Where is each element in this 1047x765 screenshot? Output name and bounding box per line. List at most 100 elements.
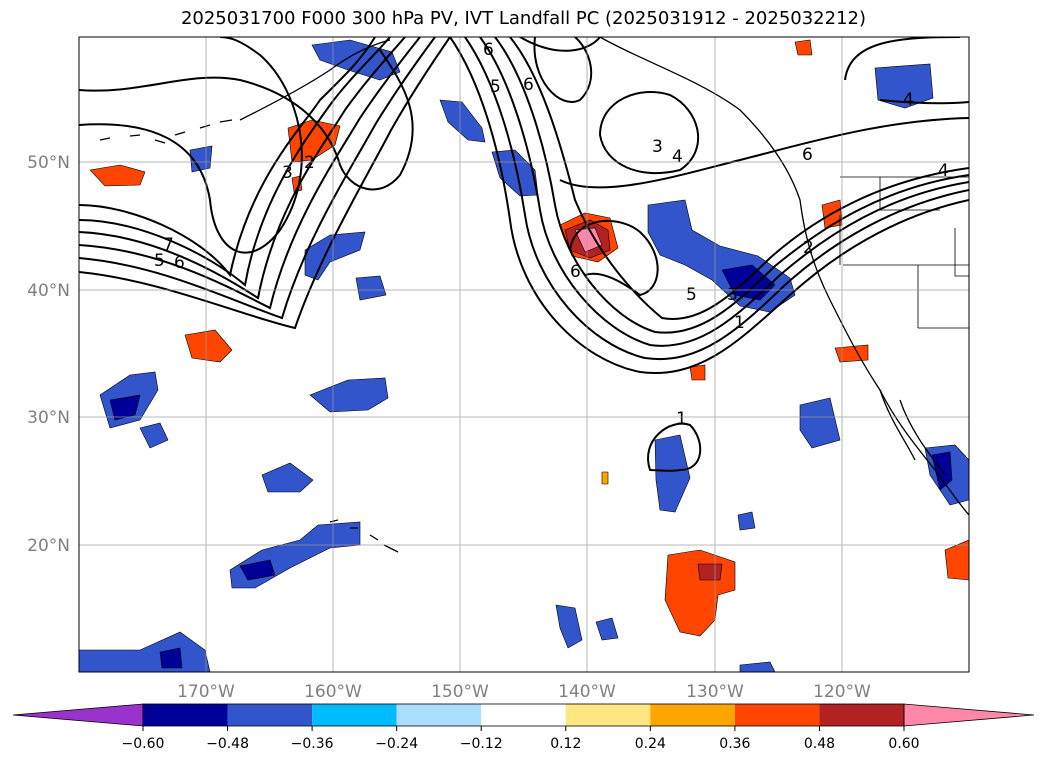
pv-contour-line	[79, 37, 391, 287]
contour-label: 7	[163, 235, 174, 255]
pos-anomaly-region	[794, 39, 813, 56]
neg-anomaly-region	[737, 511, 756, 531]
contour-label: 4	[672, 147, 683, 167]
coastlines	[99, 37, 969, 553]
neg-anomaly-region	[159, 647, 183, 669]
pos-anomaly-region	[944, 539, 969, 581]
colorbar-tick-label: −0.24	[375, 736, 418, 752]
colorbar-segments	[12, 703, 1035, 727]
contour-label: 4	[938, 161, 949, 181]
lat-label: 30°N	[27, 408, 70, 428]
contour-label: 6	[802, 145, 813, 165]
neg-anomaly-region	[799, 397, 841, 449]
lon-label: 170°W	[177, 682, 235, 702]
lon-label: 120°W	[813, 682, 871, 702]
latitude-labels: 50°N 40°N 30°N 20°N	[27, 153, 70, 556]
hawaii-islands	[329, 519, 399, 553]
north-america-coastline	[599, 37, 969, 516]
colorbar-segment	[396, 704, 482, 726]
pv-contour-line	[879, 99, 969, 105]
neg-anomaly-region	[355, 275, 387, 301]
colorbar-tick-label: −0.12	[460, 736, 503, 752]
pos-anomaly-region	[89, 164, 146, 187]
neg-anomaly-region	[139, 422, 169, 449]
colorbar-tick-label: 0.36	[719, 736, 750, 752]
pv-contour-line	[79, 37, 436, 320]
colorbar-tick-label: −0.60	[122, 736, 165, 752]
contour-labels: 6 5 6 3 4 6 4 4 7 6 5 3 2 6 5 3 1 2 1	[154, 40, 949, 429]
longitude-labels: 170°W 160°W 150°W 140°W 130°W 120°W	[177, 682, 871, 702]
contour-label: 3	[652, 137, 663, 157]
lat-label: 20°N	[27, 536, 70, 556]
contour-label: 6	[174, 253, 185, 273]
contour-label: 1	[734, 313, 745, 333]
pv-contour-line	[519, 37, 601, 52]
pv-contour-line	[79, 37, 406, 300]
pv-contour-line	[449, 37, 969, 374]
colorbar-tick-label: 0.48	[804, 736, 835, 752]
pv-contour-line	[559, 117, 969, 189]
colorbar-segment	[734, 704, 820, 726]
colorbar-ticks: −0.60 −0.48 −0.36 −0.24 −0.12 0.12 0.24 0.36 0.4…	[122, 726, 920, 752]
colorbar-segment	[819, 704, 904, 726]
pv-contour-line	[479, 37, 969, 347]
pv-anomaly-fills	[79, 39, 969, 672]
map-title: 2025031700 F000 300 hPa PV, IVT Landfall…	[180, 8, 867, 29]
contour-label: 1	[676, 409, 687, 429]
pv-contour-line	[79, 37, 376, 278]
aleutian-islands	[99, 119, 233, 144]
lat-label: 40°N	[27, 281, 70, 301]
colorbar-extend-max	[903, 703, 1035, 727]
colorbar-segment	[565, 704, 651, 726]
neg-anomaly-region	[555, 604, 583, 649]
colorbar-segment	[481, 704, 566, 726]
alaska-coastline	[239, 39, 391, 121]
contour-label: 6	[523, 75, 534, 95]
colorbar-border	[142, 703, 905, 727]
pv-contour-line	[569, 220, 659, 297]
neg-anomaly-region	[739, 661, 776, 672]
contour-label: 3	[282, 163, 293, 183]
colorbar-tick-label: 0.12	[550, 736, 581, 752]
neg-anomaly-region	[595, 617, 619, 641]
neg-anomaly-region	[439, 99, 486, 143]
map-border	[78, 36, 970, 673]
colorbar-segment	[227, 704, 313, 726]
colorbar-segment	[650, 704, 735, 726]
lon-label: 150°W	[431, 682, 489, 702]
neg-anomaly-region	[239, 559, 276, 581]
contour-label: 5	[686, 285, 697, 305]
pos-anomaly-region	[697, 563, 723, 581]
pv-contour-line	[509, 37, 969, 320]
pv-contour-line	[79, 37, 421, 310]
lon-label: 140°W	[558, 682, 616, 702]
colorbar-extend-min	[12, 703, 144, 727]
colorbar-segment	[312, 704, 397, 726]
neg-anomaly-region	[309, 377, 389, 413]
colorbar-segment	[143, 704, 228, 726]
map-panel: 6 5 6 3 4 6 4 4 7 6 5 3 2 6 5 3 1 2 1	[79, 37, 969, 672]
pos-anomaly-region	[689, 364, 706, 381]
contour-label: 5	[154, 251, 165, 271]
lon-label: 160°W	[304, 682, 362, 702]
pv-contour-line	[598, 90, 699, 175]
pv-contour-line	[494, 37, 969, 334]
pv-contours	[79, 37, 969, 472]
contour-label: 2	[304, 153, 315, 173]
lat-label: 50°N	[27, 153, 70, 173]
contour-label: 5	[490, 77, 501, 97]
colorbar-tick-label: −0.48	[206, 736, 249, 752]
gridlines	[79, 37, 969, 672]
pv-contour-line	[79, 49, 414, 191]
pos-anomaly-region	[601, 471, 609, 485]
contour-label: 6	[570, 262, 581, 282]
pv-contour-line	[79, 37, 451, 330]
neg-anomaly-region	[109, 394, 141, 421]
colorbar-tick-label: −0.36	[291, 736, 334, 752]
neg-anomaly-region	[654, 434, 691, 513]
colorbar-tick-label: 0.24	[635, 736, 666, 752]
pv-contour-line	[464, 37, 969, 361]
contour-label: 3	[727, 285, 738, 305]
contour-label: 4	[903, 90, 914, 110]
